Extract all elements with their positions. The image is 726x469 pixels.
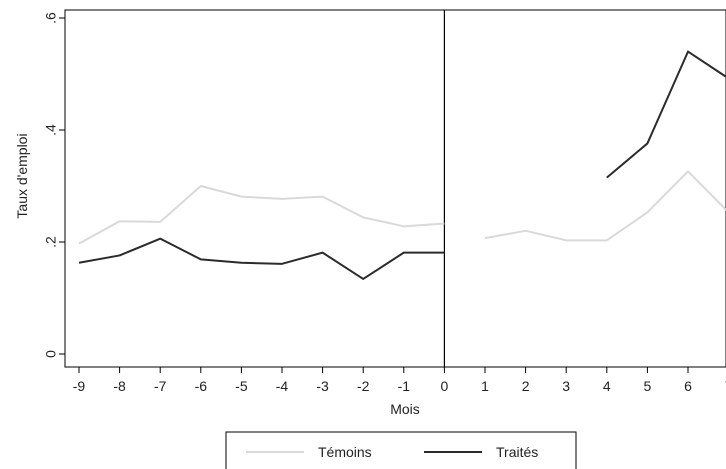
y-tick-label: .6 (43, 12, 59, 24)
y-tick-label: .2 (43, 236, 59, 248)
x-tick-label: -6 (195, 378, 208, 394)
series-line-traites (79, 239, 444, 279)
x-tick-label: 3 (562, 378, 570, 394)
plot-frame (65, 10, 726, 367)
legend-label-temoins: Témoins (318, 444, 372, 460)
x-tick-label: -7 (154, 378, 167, 394)
x-tick-label: -5 (235, 378, 248, 394)
x-tick-label: -3 (316, 378, 329, 394)
series-line-traites (607, 52, 726, 178)
x-tick-label: 6 (684, 378, 692, 394)
y-axis: 0 .2 .4 .6 (43, 12, 65, 358)
y-tick-label: .4 (43, 124, 59, 136)
x-tick-label: -2 (357, 378, 370, 394)
x-axis: -9-8-7-6-5-4-3-2-101234567 (73, 367, 726, 394)
x-tick-label: 4 (603, 378, 611, 394)
series-line-temoins (79, 186, 444, 244)
series-line-temoins (485, 171, 726, 240)
y-tick-label: 0 (43, 350, 59, 358)
x-tick-label: 2 (522, 378, 530, 394)
x-tick-label: -9 (73, 378, 86, 394)
x-tick-label: 1 (481, 378, 489, 394)
y-axis-title: Taux d'emploi (14, 133, 30, 218)
legend: Témoins Traités (226, 432, 576, 469)
x-axis-title: Mois (390, 401, 420, 417)
x-tick-label: -4 (276, 378, 289, 394)
x-tick-label: -8 (113, 378, 126, 394)
x-tick-label: -1 (398, 378, 411, 394)
x-tick-label: 5 (644, 378, 652, 394)
series-layer (79, 52, 726, 279)
legend-label-traites: Traités (496, 444, 538, 460)
x-tick-label: 0 (441, 378, 449, 394)
